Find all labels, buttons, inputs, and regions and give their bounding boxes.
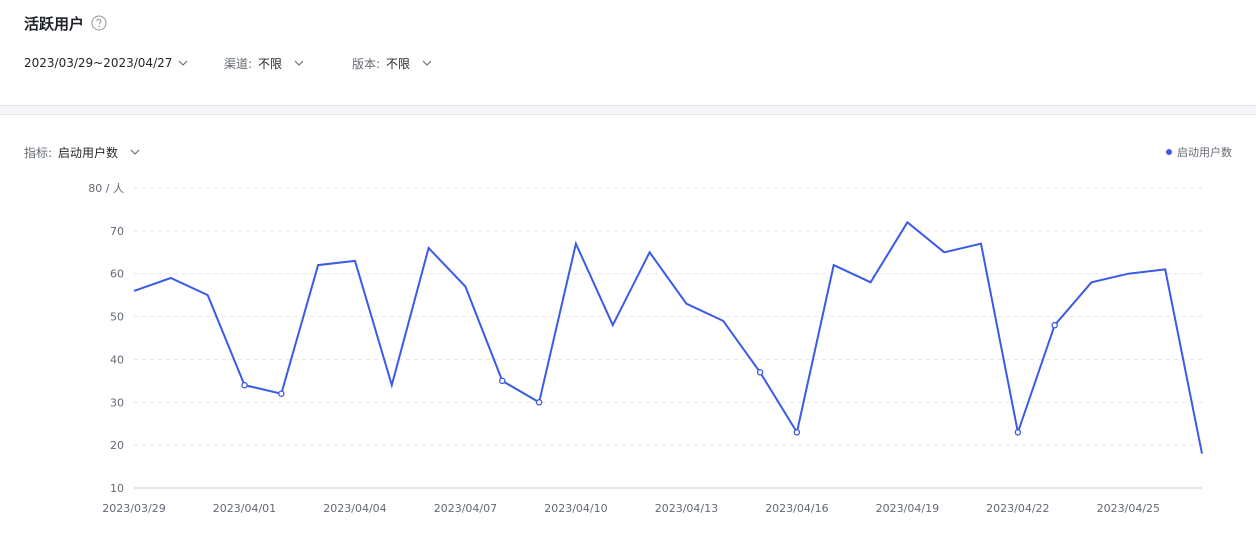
- metric-label: 指标:: [24, 145, 53, 160]
- x-tick-label: 2023/04/13: [655, 502, 718, 515]
- data-point: [241, 381, 248, 389]
- title-row: 活跃用户: [24, 12, 107, 34]
- y-tick-label: 50: [110, 311, 124, 324]
- y-tick-label: 70: [110, 225, 124, 238]
- channel-label: 渠道:: [224, 56, 253, 71]
- y-tick-label: 20: [110, 439, 124, 452]
- date-range-select[interactable]: 2023/03/29~2023/04/27: [24, 56, 224, 70]
- chevron-down-icon: [294, 58, 304, 68]
- x-tick-label: 2023/04/04: [323, 502, 386, 515]
- y-tick-label: 40: [110, 353, 124, 366]
- x-tick-label: 2023/04/01: [213, 502, 276, 515]
- y-tick-label: 60: [110, 268, 124, 281]
- data-point: [756, 369, 764, 376]
- version-value: 不限: [386, 56, 411, 71]
- legend-dot: [1166, 149, 1172, 155]
- chart-legend[interactable]: 启动用户数: [1166, 142, 1232, 162]
- x-tick-label: 2023/04/19: [876, 502, 939, 515]
- channel-select[interactable]: 渠道: 不限: [224, 55, 352, 72]
- y-tick-label: 30: [110, 396, 124, 409]
- x-tick-label: 2023/04/25: [1097, 502, 1160, 515]
- version-select[interactable]: 版本: 不限: [352, 55, 432, 72]
- x-tick-label: 2023/04/16: [765, 502, 828, 515]
- data-point: [1014, 429, 1022, 436]
- data-point: [535, 399, 543, 406]
- data-point: [499, 377, 506, 385]
- filter-panel: 活跃用户 2023/03/29~2023/04/27 渠道: 不限 版本: 不限: [0, 0, 1256, 106]
- date-range-value: 2023/03/29~2023/04/27: [24, 56, 173, 70]
- y-unit-label: 80 / 人: [88, 182, 124, 195]
- channel-value: 不限: [258, 56, 283, 71]
- data-point: [278, 390, 285, 397]
- data-point: [1051, 321, 1058, 329]
- metric-select[interactable]: 指标: 启动用户数: [24, 142, 140, 162]
- filter-row: 2023/03/29~2023/04/27 渠道: 不限 版本: 不限: [24, 53, 432, 73]
- chevron-down-icon: [130, 147, 140, 157]
- x-tick-label: 2023/04/10: [544, 502, 607, 515]
- x-tick-label: 2023/03/29: [102, 502, 165, 515]
- x-tick-label: 2023/04/07: [434, 502, 497, 515]
- x-tick-label: 2023/04/22: [986, 502, 1049, 515]
- version-label: 版本:: [352, 56, 381, 71]
- metric-value: 启动用户数: [58, 145, 119, 160]
- data-point: [793, 429, 801, 436]
- question-circle-icon[interactable]: [91, 15, 107, 31]
- chevron-down-icon: [178, 58, 188, 68]
- y-tick-label: 10: [110, 482, 124, 495]
- chevron-down-icon: [422, 58, 432, 68]
- section-divider: [0, 105, 1256, 115]
- page-title: 活跃用户: [24, 14, 85, 33]
- legend-label: 启动用户数: [1177, 146, 1232, 159]
- series-line: [133, 220, 1203, 454]
